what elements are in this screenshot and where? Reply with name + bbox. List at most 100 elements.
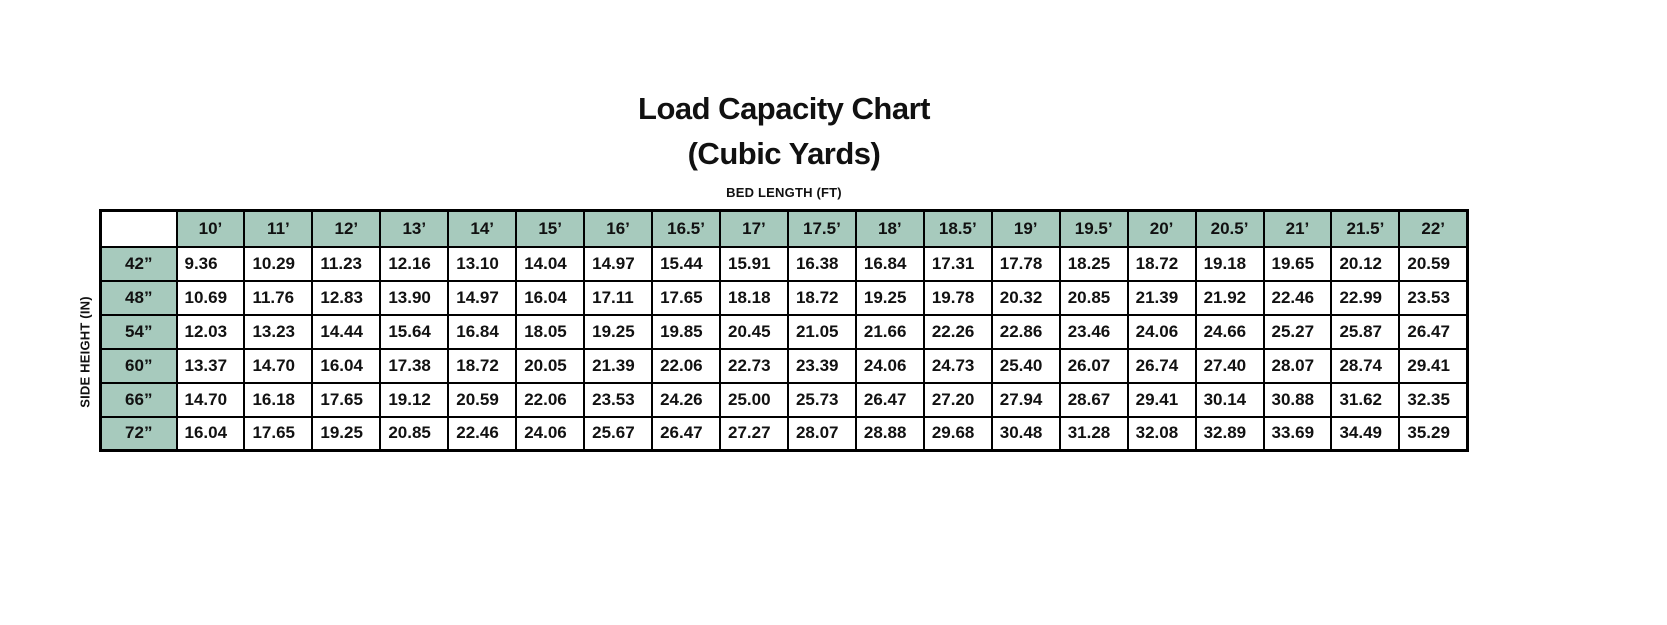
data-cell-2-3: 15.64: [379, 313, 450, 350]
corner-cell: [99, 209, 178, 248]
data-cell-0-18: 20.59: [1398, 245, 1469, 282]
data-cell-1-10: 19.25: [854, 279, 925, 316]
data-cell-1-14: 21.39: [1126, 279, 1197, 316]
data-cell-2-2: 14.44: [311, 313, 382, 350]
data-cell-3-18: 29.41: [1398, 347, 1469, 384]
data-cell-2-0: 12.03: [175, 313, 246, 350]
data-cell-0-11: 17.31: [922, 245, 993, 282]
data-cell-0-15: 19.18: [1194, 245, 1265, 282]
data-cell-0-1: 10.29: [243, 245, 314, 282]
data-cell-1-13: 20.85: [1058, 279, 1129, 316]
data-cell-5-13: 31.28: [1058, 415, 1129, 452]
data-cell-3-13: 26.07: [1058, 347, 1129, 384]
data-cell-4-3: 19.12: [379, 381, 450, 418]
table-row-2: 54” 12.03 13.23 14.44 15.64 16.84 18.05 19.25 19…: [99, 313, 1469, 350]
data-cell-5-16: 33.69: [1262, 415, 1333, 452]
data-cell-4-10: 26.47: [854, 381, 925, 418]
col-header-11: 18.5’: [922, 209, 993, 248]
col-header-9: 17.5’: [786, 209, 857, 248]
data-cell-2-14: 24.06: [1126, 313, 1197, 350]
col-header-0: 10’: [175, 209, 246, 248]
row-header-1: 48”: [99, 279, 178, 316]
col-header-13: 19.5’: [1058, 209, 1129, 248]
col-header-14: 20’: [1126, 209, 1197, 248]
data-cell-0-3: 12.16: [379, 245, 450, 282]
data-cell-2-13: 23.46: [1058, 313, 1129, 350]
table-row-5: 72” 16.04 17.65 19.25 20.85 22.46 24.06 25.67 26…: [99, 415, 1469, 452]
data-cell-4-17: 31.62: [1330, 381, 1401, 418]
col-header-10: 18’: [854, 209, 925, 248]
data-cell-1-12: 20.32: [990, 279, 1061, 316]
data-cell-5-17: 34.49: [1330, 415, 1401, 452]
col-header-2: 12’: [311, 209, 382, 248]
data-cell-3-16: 28.07: [1262, 347, 1333, 384]
data-cell-3-11: 24.73: [922, 347, 993, 384]
data-cell-3-12: 25.40: [990, 347, 1061, 384]
data-cell-1-17: 22.99: [1330, 279, 1401, 316]
table-row-4: 66” 14.70 16.18 17.65 19.12 20.59 22.06 23.53 24…: [99, 381, 1469, 418]
data-cell-2-7: 19.85: [651, 313, 721, 350]
data-cell-1-6: 17.11: [583, 279, 654, 316]
data-cell-1-3: 13.90: [379, 279, 450, 316]
data-cell-5-8: 27.27: [719, 415, 789, 452]
data-cell-5-14: 32.08: [1126, 415, 1197, 452]
data-cell-5-12: 30.48: [990, 415, 1061, 452]
data-cell-2-16: 25.27: [1262, 313, 1333, 350]
data-cell-2-6: 19.25: [583, 313, 654, 350]
data-cell-2-1: 13.23: [243, 313, 314, 350]
data-cell-3-10: 24.06: [854, 347, 925, 384]
data-cell-4-12: 27.94: [990, 381, 1061, 418]
data-cell-1-4: 14.97: [447, 279, 518, 316]
data-cell-1-16: 22.46: [1262, 279, 1333, 316]
row-header-5: 72”: [99, 415, 178, 452]
data-cell-3-4: 18.72: [447, 347, 518, 384]
data-cell-0-0: 9.36: [175, 245, 246, 282]
data-cell-5-5: 24.06: [515, 415, 586, 452]
data-cell-1-1: 11.76: [243, 279, 314, 316]
data-cell-1-5: 16.04: [515, 279, 586, 316]
data-cell-3-7: 22.06: [651, 347, 721, 384]
data-cell-4-14: 29.41: [1126, 381, 1197, 418]
data-cell-4-9: 25.73: [786, 381, 857, 418]
data-cell-0-2: 11.23: [311, 245, 382, 282]
col-header-16: 21’: [1262, 209, 1333, 248]
data-cell-0-4: 13.10: [447, 245, 518, 282]
col-header-3: 13’: [379, 209, 450, 248]
table-body: 42” 9.36 10.29 11.23 12.16 13.10 14.04 14.97 15.…: [99, 245, 1469, 452]
col-header-7: 16.5’: [651, 209, 721, 248]
data-cell-2-9: 21.05: [786, 313, 857, 350]
data-cell-1-7: 17.65: [651, 279, 721, 316]
data-cell-0-16: 19.65: [1262, 245, 1333, 282]
data-cell-4-2: 17.65: [311, 381, 382, 418]
chart-container: Load Capacity Chart (Cubic Yards) BED LE…: [99, 0, 1469, 452]
table-head: 10’ 11’ 12’ 13’ 14’ 15’ 16’ 16.5’ 17’ 17.5’ 18’ 18.…: [99, 209, 1469, 248]
col-header-6: 16’: [583, 209, 654, 248]
data-cell-4-18: 32.35: [1398, 381, 1469, 418]
col-header-5: 15’: [515, 209, 586, 248]
data-cell-4-6: 23.53: [583, 381, 654, 418]
data-cell-1-18: 23.53: [1398, 279, 1469, 316]
data-cell-4-7: 24.26: [651, 381, 721, 418]
data-cell-1-8: 18.18: [719, 279, 789, 316]
side-height-axis-label: SIDE HEIGHT (IN): [77, 296, 93, 408]
data-cell-3-0: 13.37: [175, 347, 246, 384]
row-header-3: 60”: [99, 347, 178, 384]
data-cell-3-14: 26.74: [1126, 347, 1197, 384]
data-cell-4-15: 30.14: [1194, 381, 1265, 418]
chart-title-line2: (Cubic Yards): [687, 136, 881, 171]
data-cell-5-0: 16.04: [175, 415, 246, 452]
data-cell-4-11: 27.20: [922, 381, 993, 418]
col-header-8: 17’: [719, 209, 789, 248]
data-cell-2-17: 25.87: [1330, 313, 1401, 350]
data-cell-0-17: 20.12: [1330, 245, 1401, 282]
col-header-18: 22’: [1398, 209, 1469, 248]
data-cell-3-8: 22.73: [719, 347, 789, 384]
data-cell-3-3: 17.38: [379, 347, 450, 384]
data-cell-5-11: 29.68: [922, 415, 993, 452]
data-cell-5-3: 20.85: [379, 415, 450, 452]
col-header-17: 21.5’: [1330, 209, 1401, 248]
data-cell-0-10: 16.84: [854, 245, 925, 282]
chart-title: Load Capacity Chart (Cubic Yards): [99, 86, 1469, 176]
data-cell-5-1: 17.65: [243, 415, 314, 452]
data-cell-2-15: 24.66: [1194, 313, 1265, 350]
